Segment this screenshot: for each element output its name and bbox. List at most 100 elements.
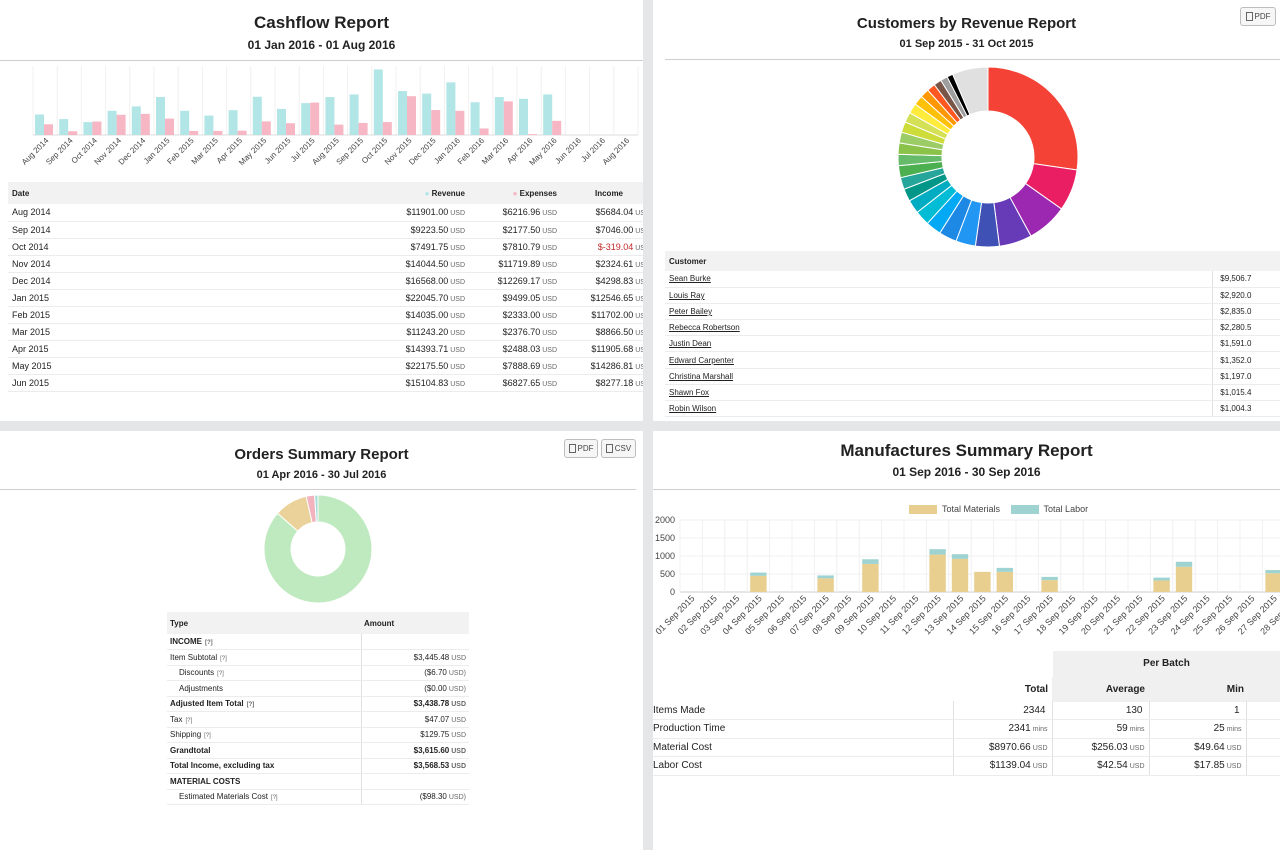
cell-type: Grandtotal [167, 742, 361, 759]
cashflow-date-range: 01 Jan 2016 - 01 Aug 2016 [247, 38, 396, 52]
cell-customer: Edward Carpenter [665, 351, 1213, 369]
bar-total-labor [1175, 561, 1193, 567]
customer-link[interactable]: Sean Burke [669, 274, 711, 284]
expenses-value: $2376.70 [502, 326, 541, 337]
cell-date: May 2015 [8, 357, 308, 375]
cell-customer: Rebecca Robertson [665, 319, 1213, 337]
x-tick-label: Mar 2015 [190, 136, 221, 167]
amount-value: ($98.30 [419, 792, 447, 802]
pdf-button[interactable]: PDF [1240, 7, 1276, 26]
cell-expenses: $2177.50 USD [473, 221, 565, 239]
bar-expenses [503, 101, 513, 135]
cell-min: 25 mins [1148, 719, 1246, 739]
customer-link[interactable]: Peter Bailey [669, 306, 713, 316]
amount-value: $3,568.53 [413, 761, 450, 771]
customer-link[interactable]: Robin Wilson [669, 404, 717, 414]
cell-revenue: $1,197.0 [1212, 368, 1280, 385]
expenses-value: $7888.69 [502, 360, 541, 371]
bar-expenses [261, 121, 271, 135]
bar-expenses [358, 122, 368, 135]
cell-expenses: $11719.89 USD [473, 255, 565, 273]
cell-income: $14286.81USD [565, 357, 643, 375]
customer-link[interactable]: Edward Carpenter [669, 355, 734, 365]
currency-label: USD [635, 380, 643, 388]
bar-expenses [116, 114, 126, 135]
customer-link[interactable]: Justin Dean [669, 339, 712, 349]
help-icon[interactable]: [?] [185, 717, 193, 724]
unit-label: USD [1032, 744, 1048, 752]
cell-extra [1245, 756, 1280, 776]
table-header-row: Type Amount [167, 612, 469, 634]
cell-revenue: $1,015.4 [1212, 384, 1280, 402]
cell-type: Shipping [?] [167, 727, 361, 743]
currency-label: USD [542, 261, 557, 269]
income-value: $11702.00 [591, 309, 634, 320]
table-row: Item Subtotal [?] $3,445.48 USD [167, 649, 469, 666]
x-tick-label: Dec 2015 [407, 136, 438, 167]
expenses-value: $6216.96 [502, 207, 541, 218]
table-row: May 2015 $22175.50 USD $7888.69 USD $14286.81… [8, 357, 643, 375]
pdf-button[interactable]: PDF [564, 439, 598, 458]
table-row: Jun 2015 $15104.83 USD $6827.65 USD $8277.18 U… [8, 374, 643, 392]
expenses-value: $12269.17 [497, 275, 541, 286]
customer-link[interactable]: Rebecca Robertson [669, 323, 740, 333]
min-value: $17.85 [1194, 760, 1225, 772]
bar-total-labor [1041, 576, 1058, 581]
bar-total-labor [817, 575, 834, 579]
customer-link[interactable]: Christina Marshall [669, 371, 734, 381]
cell-amount: $3,568.53 USD [360, 758, 469, 774]
customer-link[interactable]: Louis Ray [669, 290, 705, 300]
currency-label: USD [451, 716, 466, 724]
cell-avg: 130 [1051, 701, 1149, 720]
currency-label: USD [450, 210, 465, 218]
help-icon[interactable]: [?] [220, 655, 227, 662]
manufactures-subheader-bg [1052, 677, 1280, 702]
help-icon[interactable]: [?] [270, 795, 278, 802]
cell-total: $8970.66 USD [952, 738, 1052, 757]
col-income: Income [565, 182, 643, 204]
unit-label: USD [1226, 763, 1242, 771]
currency-label: USD [635, 244, 643, 252]
help-icon[interactable]: [?] [205, 640, 213, 646]
avg-value: 130 [1125, 704, 1143, 716]
table-row: Material Cost $8970.66 USD $256.03 USD $49.64… [653, 738, 1280, 757]
type-label: Shipping [170, 730, 202, 740]
cell-amount: ($0.00 USD) [360, 680, 469, 697]
y-tick-label: 2000 [655, 515, 675, 525]
expenses-value: $6827.65 [502, 377, 541, 388]
table-row: Oct 2014 $7491.75 USD $7810.79 USD $-319.04 US… [8, 238, 643, 256]
expenses-value: $11719.89 [498, 258, 541, 269]
currency-label: USD [635, 295, 643, 303]
customer-link[interactable]: Shawn Fox [669, 387, 710, 397]
currency-label: USD [635, 278, 643, 286]
amount-value: $3,445.48 [413, 652, 450, 662]
cell-date: Feb 2015 [8, 306, 308, 324]
cell-revenue: $15104.83 USD [308, 374, 473, 392]
amount-value: $47.07 [424, 714, 450, 724]
orders-donut-chart [263, 494, 373, 604]
cell-avg: 59 mins [1051, 719, 1149, 739]
currency-label: USD [542, 329, 557, 337]
income-value: $8866.50 [595, 326, 634, 337]
bar-revenue [422, 93, 432, 135]
cell-expenses: $2333.00 USD [473, 306, 565, 324]
help-icon[interactable]: [?] [246, 702, 255, 709]
bar-revenue [519, 98, 528, 135]
csv-button[interactable]: CSV [601, 439, 636, 458]
cell-revenue: $2,920.0 [1212, 287, 1280, 304]
currency-label: USD [635, 312, 643, 320]
bar-revenue [131, 106, 141, 135]
cell-income: $11905.68USD [565, 340, 643, 358]
cell-type: Tax [?] [167, 711, 361, 728]
csv-button-label: CSV [614, 444, 632, 453]
cell-customer: Louis Ray [665, 287, 1213, 304]
bar-total-materials [1153, 580, 1170, 592]
revenue-dot-icon: ● [424, 188, 430, 198]
cell-revenue: $9,506.7 [1212, 271, 1280, 288]
avg-value: 59 [1116, 723, 1128, 735]
help-icon[interactable]: [?] [217, 671, 224, 678]
help-icon[interactable]: [?] [204, 733, 211, 740]
total-value: $8970.66 [989, 741, 1031, 753]
